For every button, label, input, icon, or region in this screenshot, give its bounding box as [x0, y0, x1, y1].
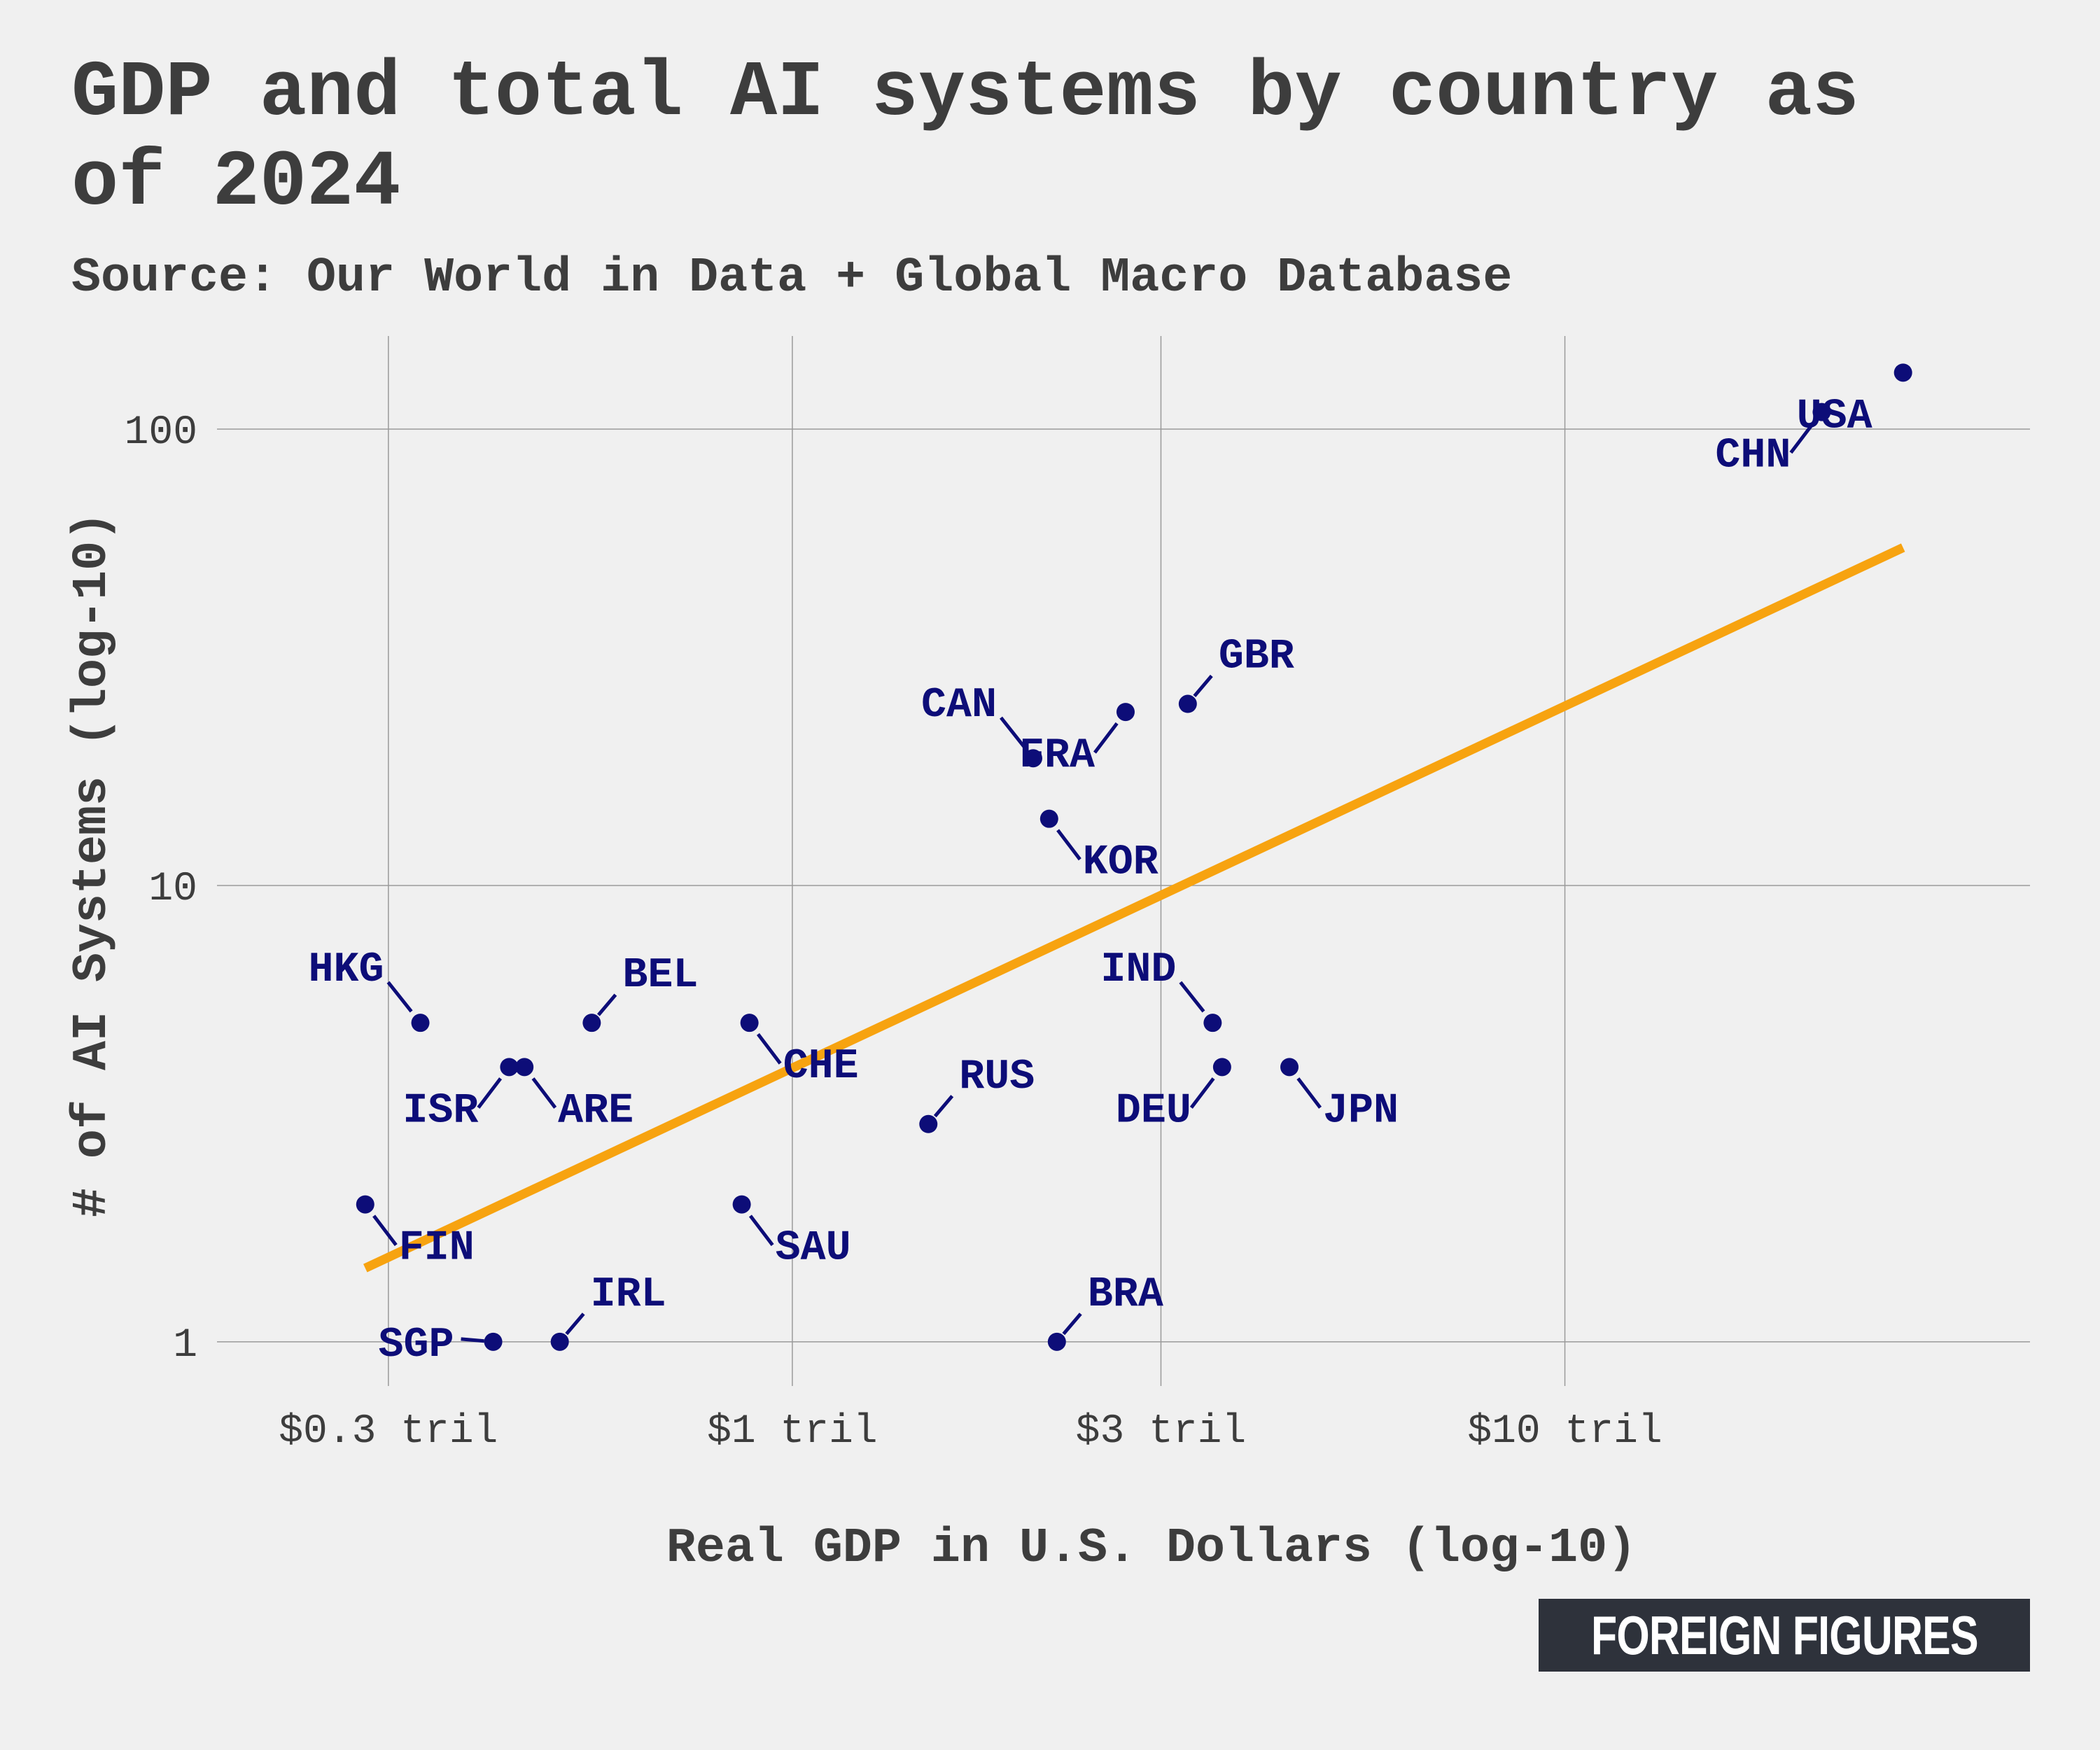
data-point-gbr: GBR	[1178, 634, 1294, 713]
data-point-isr: ISR	[402, 1058, 519, 1135]
trend-line-layer	[363, 543, 1905, 1273]
leader-line	[1789, 422, 1815, 454]
leader-line	[1193, 674, 1213, 697]
leader-line	[1189, 1077, 1215, 1109]
point-marker	[1893, 363, 1912, 382]
x-axis-title: Real GDP in U.S. Dollars (log-10)	[666, 1521, 1637, 1576]
data-point-bel: BEL	[582, 952, 698, 1032]
point-marker	[1040, 809, 1058, 828]
point-label: SGP	[379, 1322, 454, 1369]
point-label: IND	[1100, 946, 1176, 994]
leader-line	[1062, 1312, 1082, 1336]
point-marker	[740, 1014, 759, 1032]
data-point-fin: FIN	[356, 1195, 475, 1273]
point-marker	[1203, 1014, 1222, 1032]
point-label: USA	[1797, 393, 1872, 440]
data-point-hkg: HKG	[308, 946, 430, 1032]
leader-line	[477, 1077, 503, 1109]
data-point-ind: IND	[1100, 946, 1222, 1032]
point-label: KOR	[1083, 839, 1158, 887]
data-point-irl: IRL	[550, 1271, 666, 1351]
point-label: HKG	[308, 946, 384, 994]
leader-line	[748, 1214, 774, 1247]
brand-text: FOREIGN FIGURES	[1590, 1604, 1979, 1666]
point-marker	[1047, 1332, 1066, 1351]
leader-line	[756, 1032, 782, 1065]
leader-line	[372, 1214, 398, 1247]
point-label: RUS	[959, 1054, 1035, 1101]
data-point-jpn: JPN	[1280, 1058, 1399, 1135]
x-tick-label: $10 tril	[1467, 1409, 1662, 1455]
leader-line	[933, 1095, 954, 1118]
point-label: FIN	[399, 1225, 475, 1273]
x-tick-label: $3 tril	[1076, 1409, 1247, 1455]
point-marker	[732, 1195, 751, 1214]
chart-subtitle: Source: Our World in Data + Global Macro…	[71, 251, 1513, 306]
y-tick-label: 1	[173, 1323, 197, 1368]
data-point-usa: USA	[1797, 363, 1912, 440]
y-tick-label: 100	[125, 410, 197, 456]
axes: $0.3 tril $1 tril $3 tril $10 tril 1 10 100 Rea…	[65, 410, 1662, 1576]
leader-line	[1056, 829, 1082, 861]
grid-lines	[217, 336, 2030, 1386]
point-marker	[1178, 694, 1197, 713]
point-label: SAU	[776, 1225, 851, 1273]
point-marker	[582, 1014, 601, 1032]
leader-line	[565, 1312, 585, 1336]
leader-line	[461, 1337, 484, 1343]
point-label: DEU	[1116, 1087, 1191, 1135]
data-point-deu: DEU	[1116, 1058, 1231, 1135]
leader-line	[531, 1077, 557, 1109]
leader-line	[1000, 716, 1026, 748]
brand-badge: FOREIGN FIGURES	[1539, 1599, 2030, 1672]
point-marker	[356, 1195, 374, 1214]
data-point-fra: FRA	[1019, 703, 1135, 780]
point-marker	[411, 1014, 430, 1032]
trend-line	[363, 543, 1905, 1273]
data-point-chn: CHN	[1715, 402, 1831, 480]
point-label: GBR	[1219, 634, 1294, 681]
leader-line	[1296, 1077, 1322, 1109]
data-point-che: CHE	[740, 1014, 859, 1091]
chart-title: GDP and total AI systems by country as o…	[71, 49, 1860, 227]
x-tick-label: $0.3 tril	[279, 1409, 498, 1455]
leader-line	[386, 981, 413, 1013]
data-point-can: CAN	[921, 682, 1042, 768]
data-point-are: ARE	[515, 1058, 634, 1135]
point-label: ARE	[558, 1087, 634, 1135]
data-point-sau: SAU	[732, 1195, 851, 1273]
point-marker	[515, 1058, 534, 1077]
point-label: BRA	[1088, 1271, 1163, 1319]
point-marker	[919, 1114, 938, 1133]
point-label: IRL	[591, 1271, 666, 1319]
point-label: ISR	[402, 1087, 478, 1135]
point-marker	[1116, 703, 1135, 722]
point-label: JPN	[1323, 1087, 1399, 1135]
point-label: CAN	[921, 682, 997, 729]
leader-line	[596, 993, 617, 1016]
leader-line	[1179, 981, 1205, 1013]
x-tick-label: $1 tril	[707, 1409, 878, 1455]
point-label: BEL	[622, 952, 698, 1000]
point-label: CHE	[783, 1043, 859, 1091]
y-axis-title: # of AI Systems (log-10)	[65, 512, 120, 1217]
data-point-bra: BRA	[1047, 1271, 1163, 1351]
point-marker	[1023, 749, 1042, 768]
point-marker	[1812, 402, 1831, 421]
point-marker	[1280, 1058, 1299, 1077]
data-point-rus: RUS	[919, 1054, 1035, 1133]
point-label: CHN	[1715, 433, 1791, 480]
point-marker	[484, 1332, 503, 1351]
data-point-sgp: SGP	[379, 1322, 503, 1369]
point-marker	[550, 1332, 569, 1351]
point-marker	[1212, 1058, 1231, 1077]
leader-line	[1093, 722, 1119, 754]
y-tick-label: 10	[148, 867, 197, 912]
data-point-kor: KOR	[1040, 809, 1158, 887]
point-marker	[500, 1058, 519, 1077]
